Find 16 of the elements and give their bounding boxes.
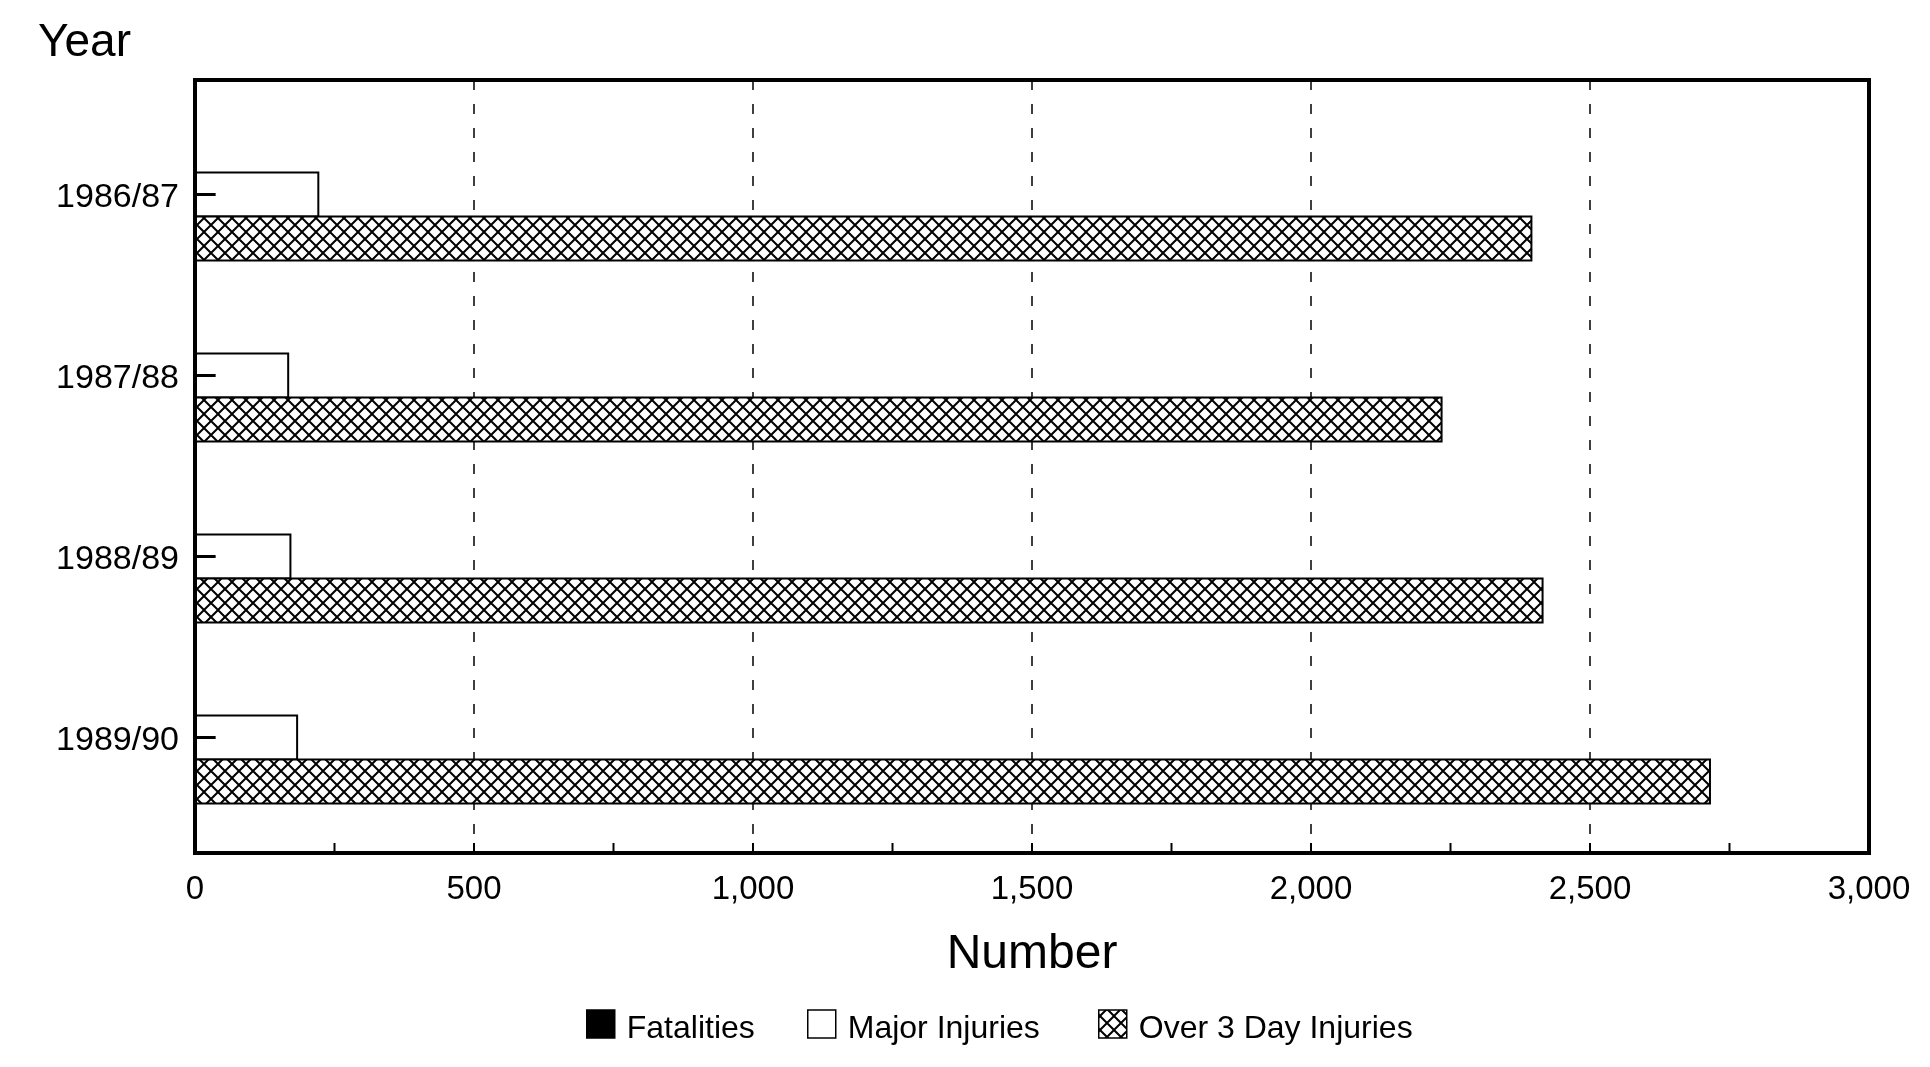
- x-tick-label: 0: [185, 869, 205, 906]
- y-axis-title: Year: [38, 14, 131, 66]
- legend-label: Major Injuries: [847, 1009, 1040, 1045]
- legend-label: Fatalities: [626, 1009, 755, 1045]
- y-tick-label: 1989/90: [56, 718, 179, 757]
- x-tick-label: 2,500: [1548, 869, 1632, 906]
- x-tick-label: 500: [446, 869, 502, 906]
- x-tick-label: 1,000: [711, 869, 795, 906]
- y-tick-label: 1986/87: [56, 175, 179, 214]
- legend-label: Over 3 Day Injuries: [1138, 1009, 1413, 1045]
- y-tick-label: 1988/89: [56, 537, 179, 576]
- y-tick-label: 1987/88: [56, 356, 179, 395]
- x-tick-label: 1,500: [990, 869, 1074, 906]
- x-tick-label: 3,000: [1827, 869, 1911, 906]
- x-tick-label: 2,000: [1269, 869, 1353, 906]
- x-axis-title: Number: [946, 925, 1118, 978]
